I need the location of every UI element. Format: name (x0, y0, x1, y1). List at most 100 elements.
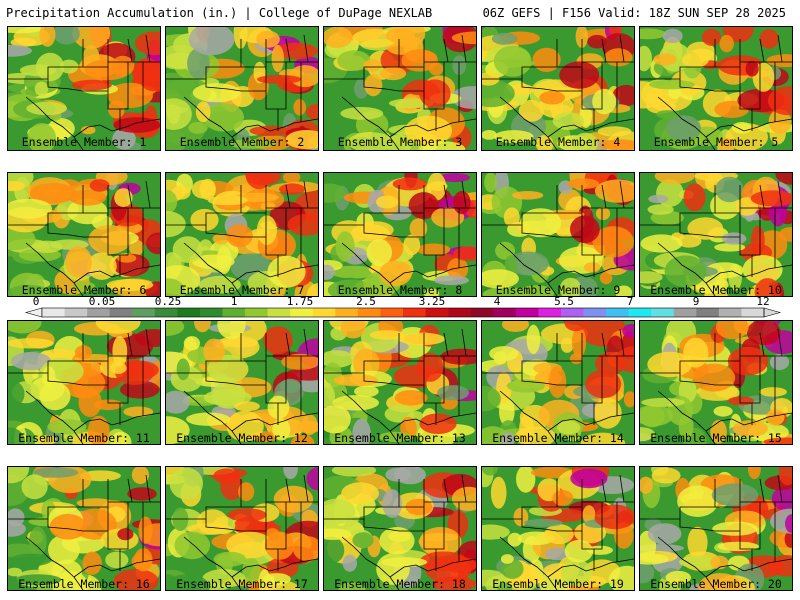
state-border (166, 479, 242, 520)
colorbar-swatch (357, 308, 381, 317)
state-border (482, 333, 558, 374)
colorbar-swatch (109, 308, 133, 317)
state-border (739, 237, 753, 277)
state-border (389, 118, 476, 138)
state-border (265, 385, 279, 425)
precip-map-svg (8, 27, 160, 150)
state-border (278, 502, 287, 550)
ensemble-member-map-1 (7, 26, 161, 151)
ensemble-member-map-3 (323, 26, 477, 151)
ensemble-member-map-20 (639, 466, 793, 591)
state-border (752, 208, 761, 256)
ensemble-member-map-16 (7, 466, 161, 591)
precip-map-svg (640, 321, 792, 444)
state-border (461, 180, 467, 209)
colorbar-tick-label: 2.5 (356, 296, 376, 308)
state-border (601, 478, 607, 503)
state-border (601, 184, 607, 209)
colorbar-swatch (560, 308, 584, 317)
precip-map-svg (482, 27, 634, 150)
colorbar-tick-label: 12 (756, 296, 769, 308)
state-border (25, 96, 84, 150)
state-border (8, 479, 84, 520)
state-border (619, 328, 625, 357)
precip-map-svg (482, 321, 634, 444)
state-border (581, 385, 595, 425)
precip-map-svg (640, 173, 792, 296)
state-border (601, 332, 607, 357)
precip-map-svg (482, 467, 634, 590)
state-border (482, 185, 558, 226)
precip-map-svg (640, 467, 792, 590)
state-border (389, 264, 476, 284)
state-border (183, 536, 242, 590)
state-border (324, 185, 400, 226)
state-border (265, 531, 279, 571)
state-border (341, 536, 400, 590)
state-border (436, 62, 445, 110)
ensemble-member-map-2 (165, 26, 319, 151)
ensemble-member-map-18 (323, 466, 477, 591)
ensemble-member-label: Ensemble Member: 18 (334, 577, 466, 591)
state-border (461, 474, 467, 503)
precip-map-svg (166, 321, 318, 444)
state-border (73, 264, 160, 284)
state-border (436, 356, 445, 404)
ensemble-member-label: Ensemble Member: 4 (495, 135, 621, 149)
state-border (499, 536, 558, 590)
state-border (705, 558, 792, 578)
state-border (443, 478, 449, 503)
state-border (127, 478, 133, 503)
colorbar-swatch (718, 308, 742, 317)
chart-title: Precipitation Accumulation (in.) | Colle… (6, 6, 433, 20)
ensemble-member-map-8 (323, 172, 477, 297)
state-border (423, 91, 437, 131)
state-border (127, 332, 133, 357)
state-border (303, 34, 309, 63)
precip-map-svg (8, 467, 160, 590)
colorbar-swatch (132, 308, 156, 317)
state-border (436, 208, 445, 256)
state-border (443, 332, 449, 357)
state-border (120, 208, 129, 256)
colorbar-swatch (425, 308, 449, 317)
colorbar-swatch (87, 308, 110, 317)
colorbar-right-arrow (763, 307, 782, 318)
state-border (303, 474, 309, 503)
colorbar-swatch (696, 308, 720, 317)
state-border (594, 502, 603, 550)
ensemble-member-map-6 (7, 172, 161, 297)
state-border (705, 412, 792, 432)
state-border (8, 185, 84, 226)
ensemble-member-label: Ensemble Member: 11 (18, 431, 150, 445)
precip-map-svg (640, 27, 792, 150)
state-border (759, 478, 765, 503)
ensemble-member-map-15 (639, 320, 793, 445)
precip-map-svg (166, 173, 318, 296)
colorbar-swatch (448, 308, 471, 317)
state-border (127, 184, 133, 209)
ensemble-member-map-9 (481, 172, 635, 297)
state-border (581, 91, 595, 131)
ensemble-member-map-19 (481, 466, 635, 591)
ensemble-member-label: Ensemble Member: 20 (650, 577, 782, 591)
state-border (8, 39, 84, 80)
state-border (547, 264, 634, 284)
state-border (285, 184, 291, 209)
state-border (73, 558, 160, 578)
precip-map-svg (324, 467, 476, 590)
colorbar-swatch (403, 308, 426, 317)
state-border (759, 184, 765, 209)
state-border (499, 96, 558, 150)
colorbar-swatch (538, 308, 562, 317)
state-border (547, 558, 634, 578)
state-border (107, 531, 121, 571)
state-border (777, 474, 783, 503)
precip-map-svg (324, 27, 476, 150)
state-border (547, 118, 634, 138)
colorbar-swatch (380, 308, 404, 317)
state-border (705, 118, 792, 138)
state-border (120, 62, 129, 110)
colorbar-swatch (741, 308, 765, 317)
state-border (594, 62, 603, 110)
